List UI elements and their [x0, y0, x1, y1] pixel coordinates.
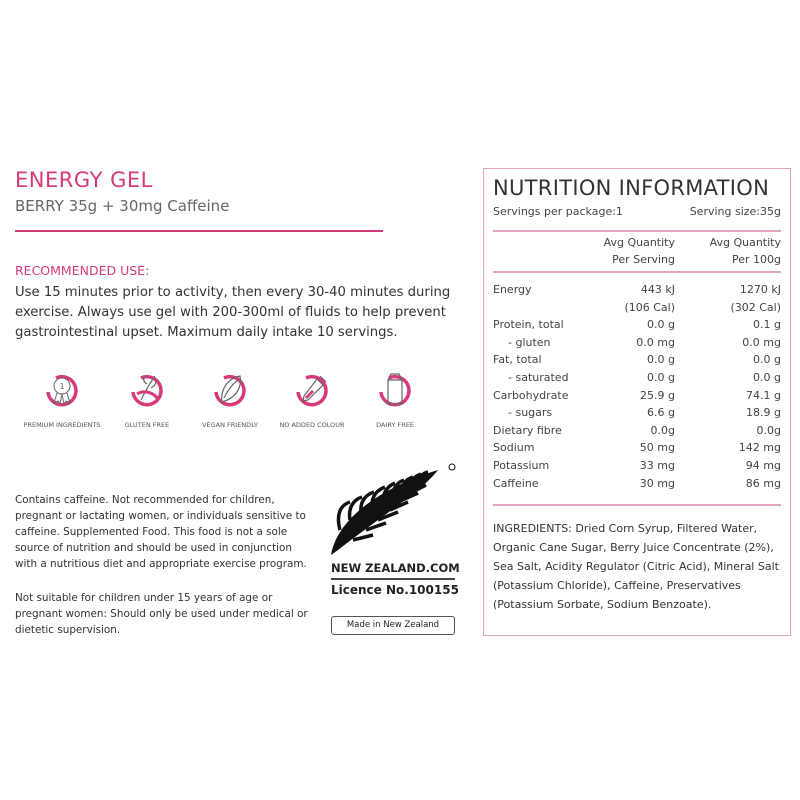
- col1-header: Avg Quantity: [603, 236, 675, 249]
- per-serving-value: 50 mg: [639, 441, 675, 455]
- made-in-badge: Made in New Zealand: [331, 616, 455, 635]
- per-serving-value: 443 kJ: [640, 283, 675, 296]
- ingredients-text: INGREDIENTS: Dried Corn Syrup, Filtered …: [493, 522, 779, 611]
- per-serving-value: 6.6 g: [647, 406, 675, 420]
- nutrient-label: - saturated: [508, 371, 569, 384]
- svg-text:1: 1: [59, 382, 64, 391]
- nutrient-label: Sodium: [493, 441, 535, 455]
- warning-text: Contains caffeine. Not recommended for c…: [15, 494, 307, 570]
- per-100g-value: (302 Cal): [730, 300, 781, 314]
- per-serving-value: 0.0g: [650, 423, 675, 437]
- col2-header: Per 100g: [731, 253, 781, 266]
- per-100g-value: 1270 kJ: [739, 283, 781, 296]
- per-serving-value: 30 mg: [639, 476, 675, 490]
- divider: [493, 230, 781, 232]
- col2-header: Avg Quantity: [709, 236, 781, 249]
- recommended-use-text: Use 15 minutes prior to activity, then e…: [15, 285, 451, 340]
- per-serving-value: 0.0 g: [647, 371, 675, 384]
- per-serving-value: 0.0 g: [647, 353, 675, 367]
- nutrition-panel: [483, 168, 791, 636]
- per-100g-value: 142 mg: [738, 441, 781, 455]
- per-100g-value: 0.1 g: [753, 318, 781, 332]
- divider: [493, 504, 781, 506]
- servings-per-package: Servings per package:1: [493, 205, 623, 218]
- warning-text: Not suitable for children under 15 years…: [15, 592, 308, 636]
- per-serving-value: 33 mg: [639, 459, 675, 472]
- divider: [15, 230, 383, 232]
- licence-number: Licence No.100155: [331, 583, 459, 597]
- serving-size: Serving size:35g: [689, 205, 781, 218]
- per-serving-value: (106 Cal): [624, 300, 675, 314]
- per-100g-value: 0.0 g: [753, 371, 781, 384]
- per-100g-value: 94 mg: [745, 459, 781, 472]
- per-serving-value: 0.0 mg: [636, 335, 675, 349]
- badge-label: NO ADDED COLOUR: [279, 421, 345, 429]
- nutrient-label: Protein, total: [493, 318, 564, 332]
- per-serving-value: 0.0 g: [647, 318, 675, 332]
- nutrient-label: Caffeine: [493, 476, 539, 490]
- badge-label: VEGAN FRIENDLY: [202, 421, 258, 429]
- product-title: ENERGY GEL: [15, 168, 153, 192]
- badge-label: PREMIUM INGREDIENTS: [23, 421, 101, 429]
- leaf-icon: [210, 370, 250, 410]
- badge-label: DAIRY FREE: [376, 421, 414, 429]
- per-100g-value: 0.0g: [756, 423, 781, 437]
- per-100g-value: 18.9 g: [746, 406, 781, 420]
- nz-site-text: NEW ZEALAND.COM: [331, 561, 460, 575]
- nutrient-label: - sugars: [508, 406, 553, 420]
- dropper-icon: [292, 370, 332, 410]
- per-100g-value: 74.1 g: [746, 388, 781, 402]
- col1-header: Per Serving: [612, 253, 675, 266]
- ribbon-medal-icon: 1: [42, 370, 82, 410]
- per-100g-value: 0.0 g: [753, 353, 781, 367]
- nutrient-label: Carbohydrate: [493, 388, 569, 402]
- per-100g-value: 86 mg: [745, 476, 781, 490]
- per-serving-value: 25.9 g: [640, 388, 675, 402]
- nutrient-label: Energy: [493, 283, 532, 296]
- per-100g-value: 0.0 mg: [742, 335, 781, 349]
- nutrition-title: NUTRITION INFORMATION: [493, 176, 770, 200]
- badge-label: GLUTEN FREE: [124, 421, 170, 429]
- nutrient-label: Fat, total: [493, 353, 542, 367]
- product-subtitle: BERRY 35g + 30mg Caffeine: [15, 197, 230, 215]
- wheat-crossed-icon: [127, 370, 167, 410]
- divider: [331, 578, 455, 580]
- nutrient-label: Dietary fibre: [493, 423, 562, 437]
- recommended-use-heading: RECOMMENDED USE:: [15, 263, 150, 278]
- silver-fern-logo-icon: [331, 463, 456, 555]
- nutrient-label: - gluten: [508, 335, 551, 349]
- divider: [493, 271, 781, 273]
- nutrient-label: Potassium: [493, 459, 550, 472]
- milk-carton-icon: [375, 370, 415, 410]
